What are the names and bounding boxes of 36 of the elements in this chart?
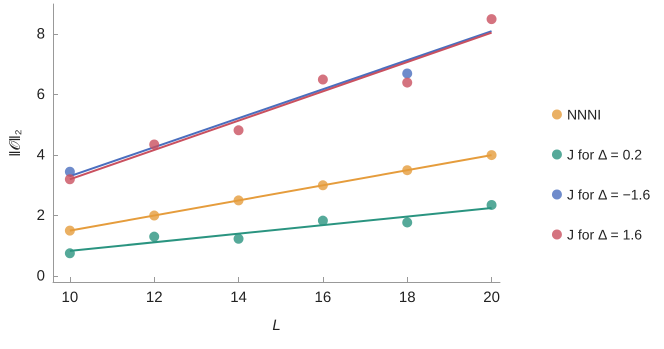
y-tick-label: 4 bbox=[36, 146, 45, 164]
point bbox=[64, 248, 75, 258]
y-tick-label: 8 bbox=[36, 26, 45, 43]
x-tick-label: 20 bbox=[483, 289, 500, 306]
point bbox=[234, 195, 244, 206]
legend-label: NNNI bbox=[566, 106, 602, 122]
legend-label: J for Δ = 1.6 bbox=[566, 226, 642, 242]
point bbox=[318, 216, 328, 226]
point bbox=[486, 200, 497, 210]
y-tick-label: 2 bbox=[36, 207, 45, 224]
point bbox=[318, 74, 328, 85]
point bbox=[149, 140, 160, 150]
y-tick-label: 6 bbox=[36, 86, 45, 104]
x-axis-title: L bbox=[272, 317, 281, 334]
point bbox=[402, 217, 412, 228]
point bbox=[149, 232, 160, 242]
legend-label: J for Δ = 0.2 bbox=[566, 146, 642, 162]
point bbox=[234, 234, 244, 244]
y-axis-title: ‖𝒪‖₂ bbox=[7, 129, 24, 157]
point bbox=[64, 226, 75, 236]
point bbox=[318, 180, 328, 190]
point bbox=[402, 165, 412, 176]
point bbox=[149, 210, 160, 221]
point bbox=[402, 78, 412, 88]
legend-label: J for Δ = −1.6 bbox=[566, 186, 650, 202]
point bbox=[486, 14, 497, 24]
x-tick-label: 14 bbox=[230, 289, 247, 306]
point bbox=[402, 68, 412, 78]
x-tick-label: 10 bbox=[62, 289, 78, 306]
x-tick-label: 18 bbox=[398, 289, 416, 306]
point bbox=[486, 150, 497, 160]
point bbox=[64, 174, 75, 184]
x-tick-label: 16 bbox=[314, 289, 332, 306]
point bbox=[234, 125, 244, 136]
x-tick-label: 12 bbox=[146, 289, 163, 306]
y-tick-label: 0 bbox=[36, 267, 45, 284]
